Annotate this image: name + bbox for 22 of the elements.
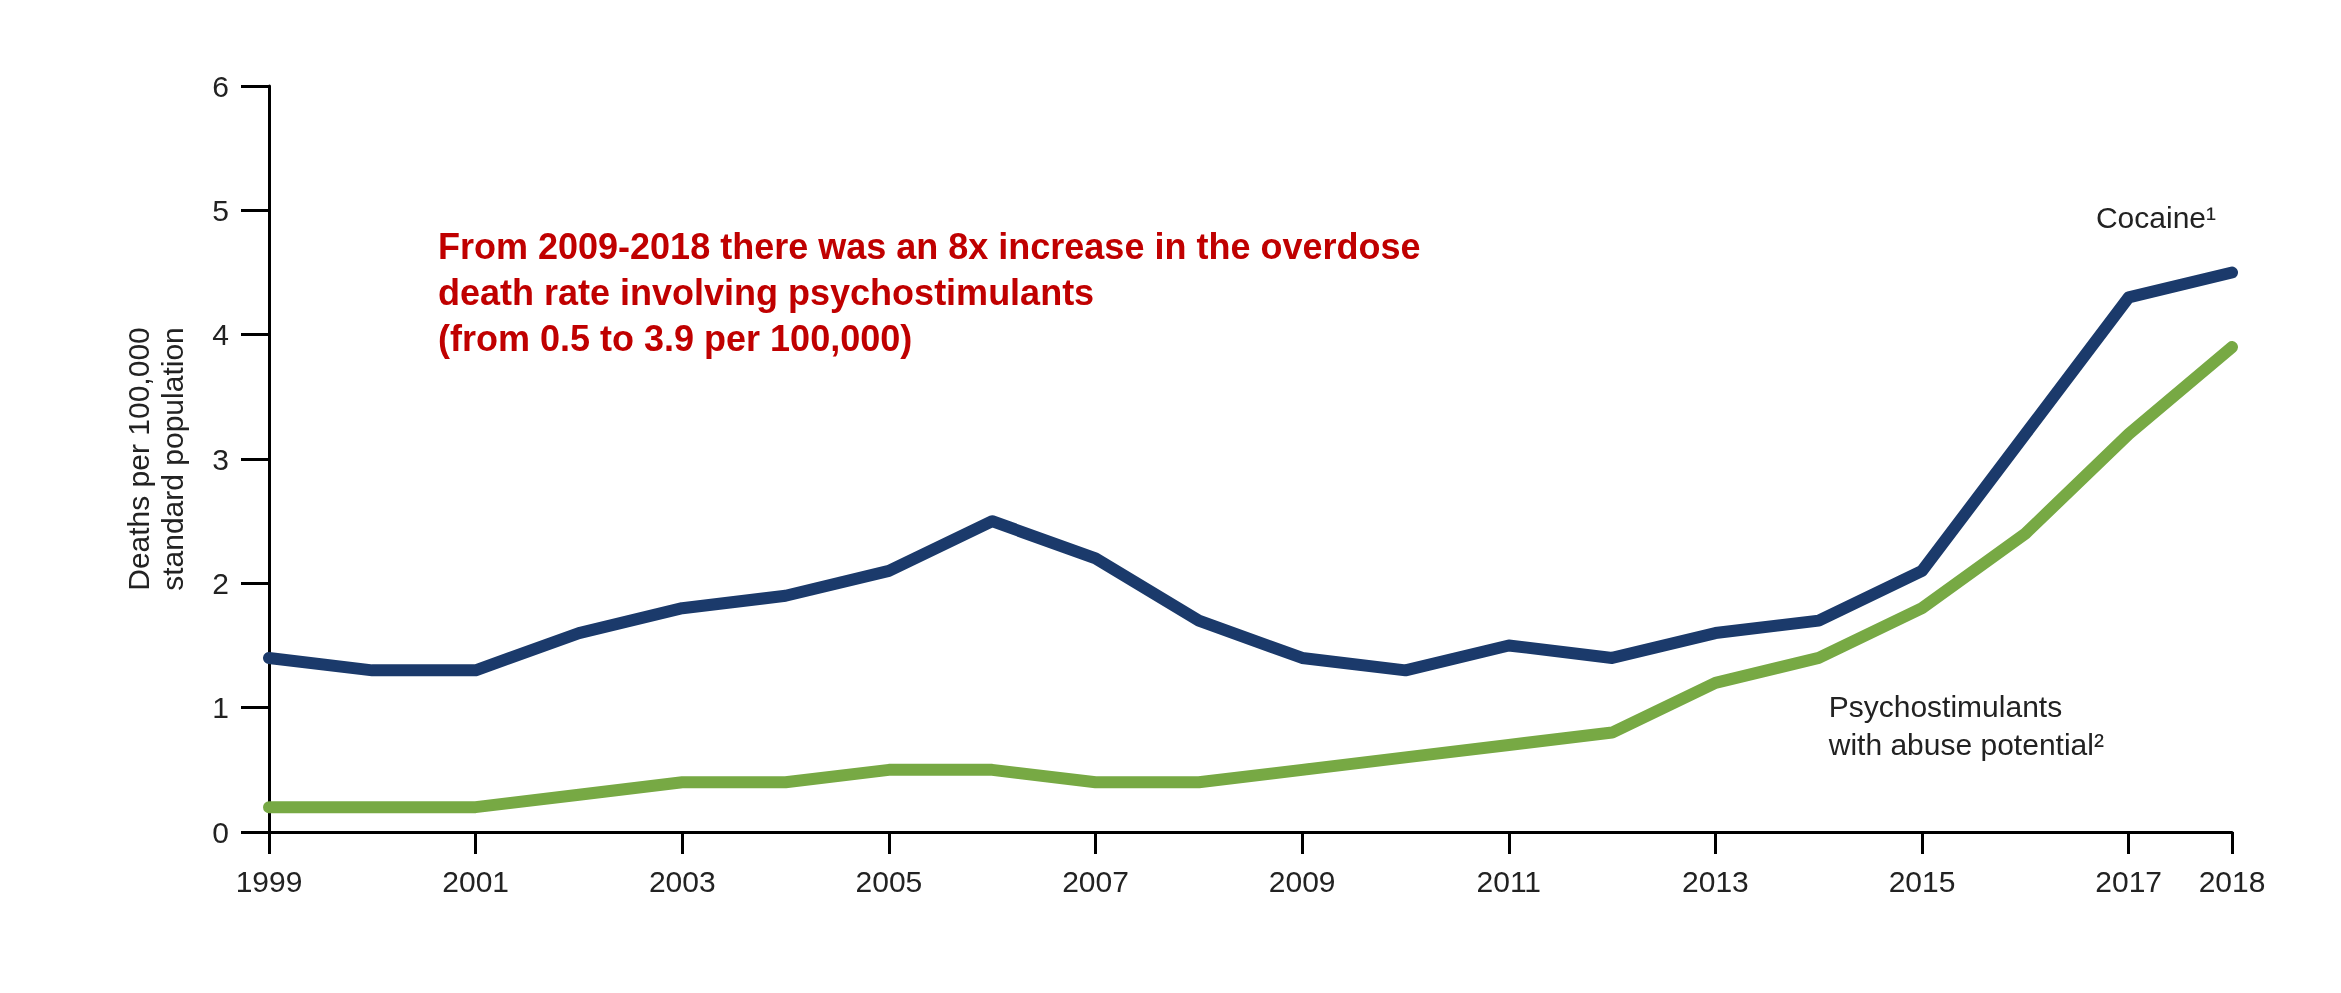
x-tick-label: 2005 <box>855 864 923 898</box>
x-tick-label: 1999 <box>235 864 303 898</box>
series-label: Cocaine¹ <box>2095 201 2217 234</box>
x-tick-label: 2007 <box>1062 864 1129 898</box>
x-tick-label: 2018 <box>2198 864 2266 898</box>
annotation: From 2009-2018 there was an 8x increase in the overdose death rate involving psychostimulants (from 0.5 to 3.9 per 100,000) <box>438 225 1421 359</box>
y-tick-label: 5 <box>212 193 229 227</box>
x-tick-label: 2001 <box>442 864 510 898</box>
y-tick-label: 4 <box>212 318 229 352</box>
y-tick-label: 3 <box>212 442 229 476</box>
y-tick-label: 6 <box>212 69 229 103</box>
x-tick-label: 2003 <box>648 864 716 898</box>
x-tick-label: 2009 <box>1268 864 1336 898</box>
x-tick-label: 2013 <box>1682 864 1749 898</box>
y-tick-label: 2 <box>212 566 229 600</box>
y-axis-title: Deaths per 100,000 standard population <box>121 327 189 591</box>
x-tick-label: 2017 <box>2095 864 2163 898</box>
x-tick-label: 2011 <box>1476 864 1542 898</box>
y-tick-label: 0 <box>212 815 229 849</box>
y-tick-label: 1 <box>212 691 229 725</box>
series-label: Psychostimulants with abuse potential² <box>1827 690 2104 762</box>
x-tick-label: 2015 <box>1888 864 1956 898</box>
